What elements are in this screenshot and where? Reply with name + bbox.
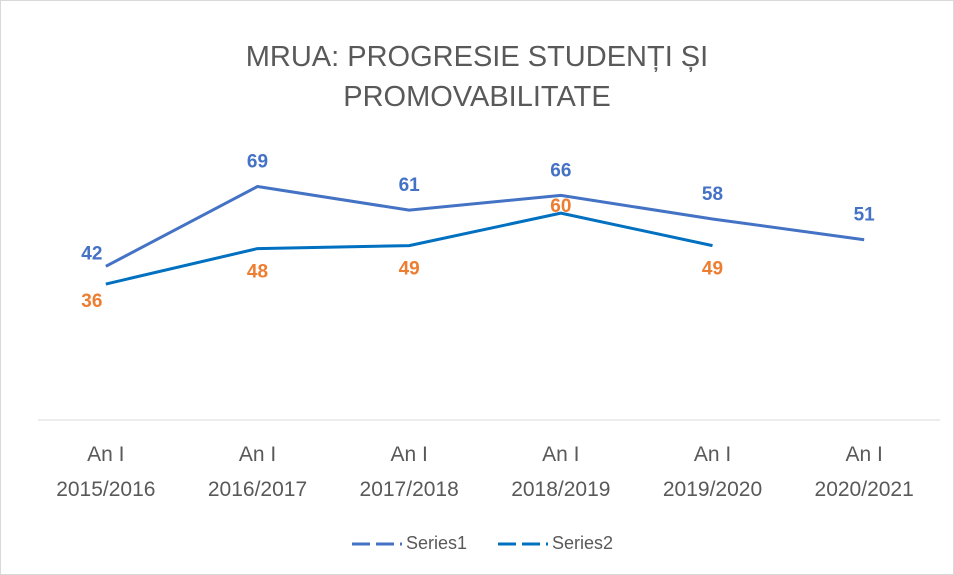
legend-label: Series2: [552, 533, 613, 553]
data-label: 58: [702, 184, 723, 205]
x-tick-label: An I 2019/2020: [663, 443, 762, 501]
data-label: 51: [854, 205, 876, 226]
x-tick-label: An I 2016/2017: [208, 443, 307, 501]
data-label: 49: [702, 259, 723, 280]
data-label: 36: [81, 291, 102, 312]
x-tick-label: An I 2015/2016: [56, 443, 155, 501]
x-tick-label: An I 2020/2021: [815, 443, 914, 501]
series-line: [105, 211, 713, 286]
data-label: 49: [399, 259, 420, 280]
legend-label: Series1: [406, 533, 467, 553]
data-label: 61: [399, 175, 421, 196]
data-label: 60: [550, 196, 571, 217]
x-tick-label: An I 2017/2018: [360, 443, 459, 501]
x-tick-label: An I 2018/2019: [511, 443, 610, 501]
series-line: [105, 185, 865, 268]
data-label: 48: [247, 262, 268, 283]
data-label: 69: [247, 152, 268, 173]
data-label: 66: [550, 160, 571, 181]
chart-title: MRUA: PROGRESIE STUDENȚI ȘI PROMOVABILITA…: [246, 41, 708, 113]
data-label: 42: [81, 243, 102, 264]
